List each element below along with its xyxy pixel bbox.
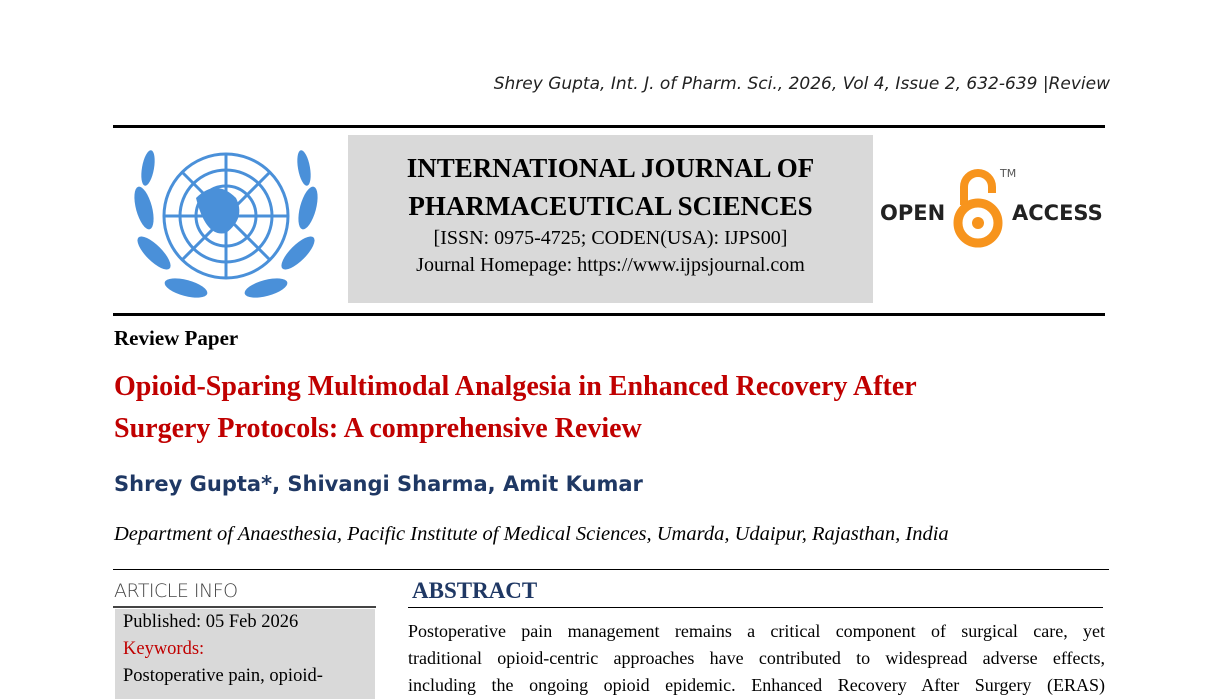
- paper-type: Review Paper: [114, 326, 239, 350]
- affiliation: Department of Anaesthesia, Pacific Insti…: [114, 523, 949, 545]
- divider: [113, 569, 1109, 570]
- divider: [408, 607, 1103, 608]
- keywords: Postoperative pain, opioid-: [123, 666, 323, 686]
- abstract-line: traditional opioid-centric approaches ha…: [408, 648, 1105, 668]
- authors: Shrey Gupta*, Shivangi Sharma, Amit Kuma…: [114, 472, 643, 496]
- paper-title: Opioid-Sparing Multimodal Analgesia in E…: [114, 371, 917, 444]
- abstract-heading: ABSTRACT: [412, 578, 538, 603]
- article-info-box: Published: 05 Feb 2026 Keywords: Postope…: [115, 609, 375, 699]
- journal-banner: INTERNATIONAL JOURNAL OF PHARMACEUTICAL S…: [348, 135, 873, 303]
- divider: [113, 606, 376, 608]
- abstract-line: Postoperative pain management remains a …: [408, 621, 1105, 641]
- journal-title: INTERNATIONAL JOURNAL OF PHARMACEUTICAL S…: [406, 153, 815, 221]
- published-date: Published: 05 Feb 2026: [123, 612, 299, 632]
- article-info-heading: ARTICLE INFO: [114, 580, 238, 602]
- open-lock-icon: [953, 169, 1003, 248]
- open-access-logo: OPEN ACCESS TM: [880, 165, 1110, 255]
- abstract-text: Postoperative pain management remains a …: [408, 618, 1105, 699]
- keywords-label: Keywords:: [123, 639, 205, 659]
- abstract-line: including the ongoing opioid epidemic. E…: [408, 675, 1105, 695]
- journal-homepage: Journal Homepage: https://www.ijpsjourna…: [416, 254, 805, 276]
- un-emblem-logo: [134, 150, 318, 298]
- journal-issn: [ISSN: 0975-4725; CODEN(USA): IJPS00]: [433, 227, 788, 249]
- divider: [113, 313, 1105, 316]
- running-header: Shrey Gupta, Int. J. of Pharm. Sci., 202…: [493, 74, 1110, 94]
- divider: [113, 125, 1105, 128]
